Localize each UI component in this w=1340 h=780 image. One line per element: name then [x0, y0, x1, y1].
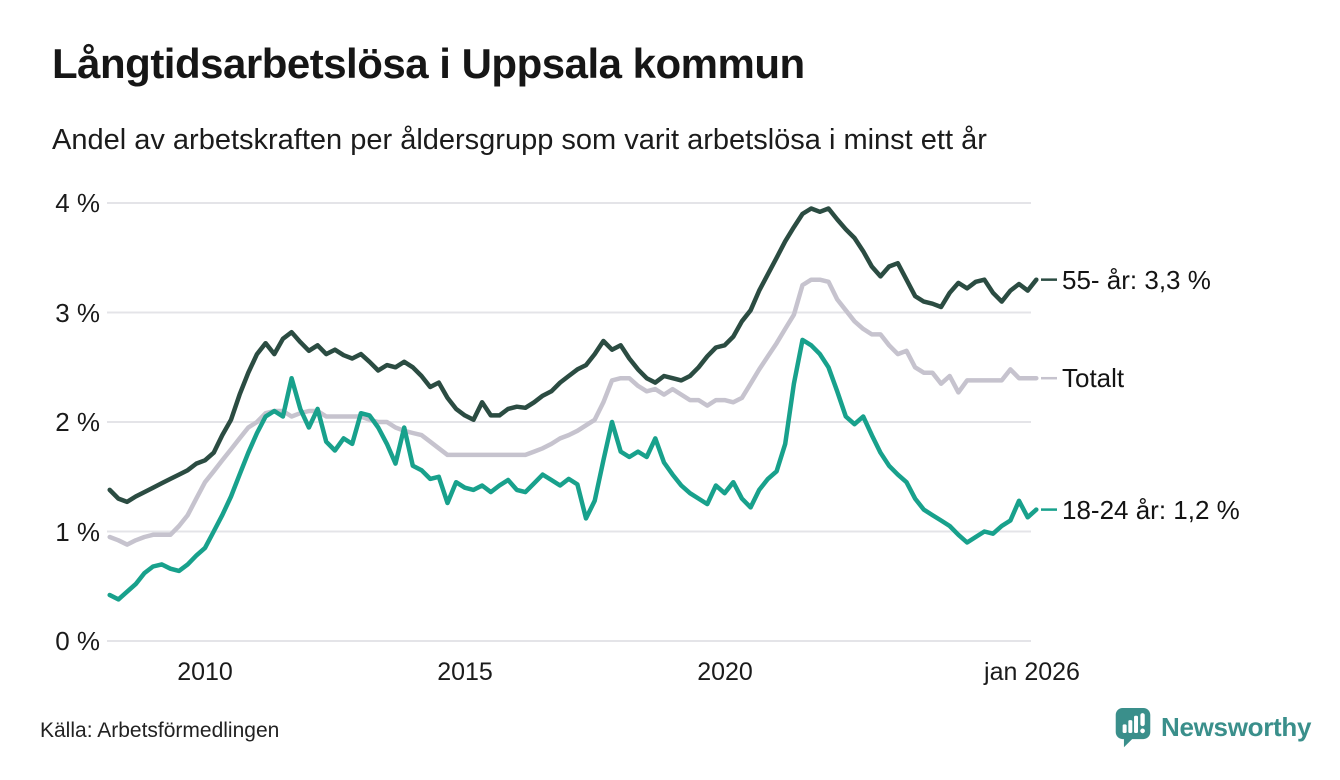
y-tick-4: 4 %: [55, 188, 100, 218]
x-tick-2020: 2020: [697, 658, 753, 686]
newsworthy-wordmark: Newsworthy: [1161, 711, 1312, 742]
page-subtitle: Andel av arbetskraften per åldersgrupp s…: [52, 124, 987, 156]
y-tick-1: 1 %: [55, 517, 100, 547]
y-tick-2: 2 %: [55, 407, 100, 437]
x-tick-2010: 2010: [177, 658, 233, 686]
newsworthy-logo: Newsworthy: [1114, 706, 1311, 748]
x-tick-2015: 2015: [437, 658, 493, 686]
series-line-55plus: [107, 206, 1039, 505]
series-line-total: [107, 277, 1039, 547]
series-line-1824: [107, 337, 1039, 602]
y-tick-3: 3 %: [55, 298, 100, 328]
page-title: Långtidsarbetslösa i Uppsala kommun: [52, 40, 805, 87]
x-tick-jan2026: jan 2026: [984, 658, 1080, 686]
source-note: Källa: Arbetsförmedlingen: [40, 719, 280, 742]
end-label-total: Totalt: [1062, 363, 1125, 394]
y-tick-0: 0 %: [55, 626, 100, 656]
end-label-1824: 18-24 år: 1,2 %: [1062, 494, 1240, 525]
newsworthy-bubble-chart-icon: [1115, 708, 1151, 748]
end-label-55plus: 55- år: 3,3 %: [1062, 264, 1211, 295]
